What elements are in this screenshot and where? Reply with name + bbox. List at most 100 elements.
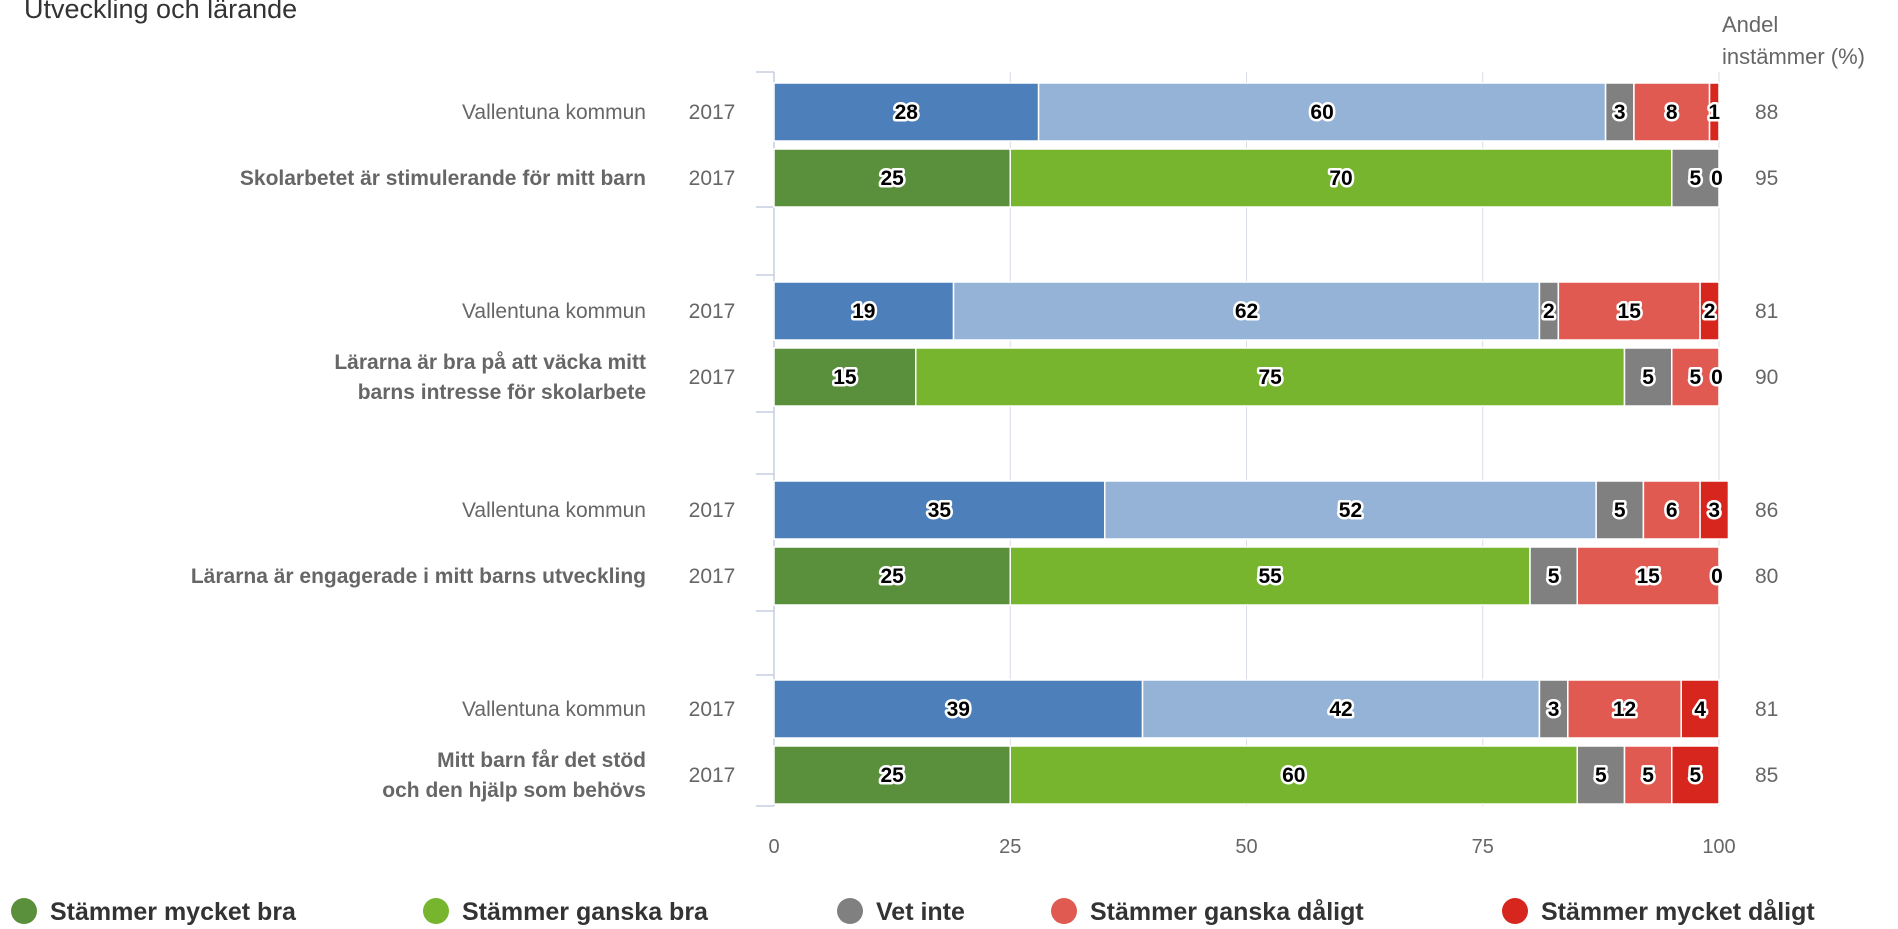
bar-value-label: 2	[1543, 300, 1555, 323]
bar-segment	[773, 347, 917, 407]
row-label-municipality: Vallentuna kommun	[462, 499, 646, 522]
bar-value-label: 25	[880, 764, 904, 787]
question-label: Lärarna är engagerade i mitt barns utvec…	[191, 565, 646, 588]
bar-value-label: 8	[1666, 101, 1678, 124]
bar-segment	[1141, 679, 1541, 739]
legend-marker-icon	[11, 898, 37, 924]
bar-value-label: 15	[833, 366, 857, 389]
bar-segment	[1009, 148, 1673, 208]
bar-segment	[773, 745, 1011, 805]
bar-value-label: 5	[1548, 565, 1560, 588]
share-header-line-1: Andel	[1722, 12, 1778, 37]
bar-value-label: 0	[1711, 167, 1723, 190]
bar-value-label: 25	[880, 167, 904, 190]
row-label-municipality: Vallentuna kommun	[462, 300, 646, 323]
x-tick-label: 25	[999, 836, 1021, 858]
bar-segment	[1671, 745, 1720, 805]
question-label: Mitt barn får det stöd och den hjälp som …	[382, 749, 646, 802]
legend-marker-icon	[423, 898, 449, 924]
legend-label: Stämmer mycket dåligt	[1541, 898, 1815, 926]
x-tick-label: 100	[1702, 836, 1735, 858]
legend-item[interactable]: Stämmer mycket bra	[11, 898, 297, 926]
bar-segment	[1037, 82, 1607, 142]
legend-marker-icon	[837, 898, 863, 924]
bar-segment	[1604, 82, 1635, 142]
bar-segment	[1104, 480, 1597, 540]
year-label: 2017	[689, 300, 736, 323]
bar-value-label: 0	[1711, 565, 1723, 588]
bar-value-label: 12	[1613, 698, 1636, 721]
bar-segment	[1623, 347, 1673, 407]
bar-segment	[773, 480, 1106, 540]
bar-value-label: 5	[1642, 366, 1654, 389]
bar-value-label: 5	[1642, 764, 1654, 787]
bar-segment	[952, 281, 1541, 341]
year-label: 2017	[689, 565, 736, 588]
bar-value-label: 55	[1258, 565, 1282, 588]
year-label: 2017	[689, 764, 736, 787]
question-label-line: Lärarna är engagerade i mitt barns utvec…	[191, 565, 646, 588]
legend-label: Vet inte	[876, 898, 965, 926]
legend-item[interactable]: Stämmer ganska dåligt	[1051, 898, 1364, 926]
bar-value-label: 5	[1690, 167, 1702, 190]
share-value: 95	[1755, 167, 1778, 190]
question-label-line: Mitt barn får det stöd	[437, 749, 646, 772]
bar-value-label: 3	[1548, 698, 1560, 721]
bar-segment	[1633, 82, 1711, 142]
question-label: Skolarbetet är stimulerande för mitt bar…	[240, 167, 646, 190]
row-labels: 2017 88 Vallentuna kommun 2017 95 Skolarbetet…	[191, 101, 1779, 802]
x-tick-label: 75	[1472, 836, 1494, 858]
bar-segment	[773, 148, 1011, 208]
row-label-municipality: Vallentuna kommun	[462, 101, 646, 124]
bar-value-label: 52	[1339, 499, 1362, 522]
share-header: Andel instämmer (%)	[1722, 12, 1865, 69]
year-label: 2017	[689, 499, 736, 522]
bar-value-label: 60	[1310, 101, 1333, 124]
bar-value-label: 35	[928, 499, 952, 522]
bar-value-label: 39	[947, 698, 970, 721]
x-axis-ticks: 0 25 50 75 100	[768, 836, 1735, 858]
bar-segment	[1680, 679, 1720, 739]
share-value: 85	[1755, 764, 1778, 787]
legend-item[interactable]: Vet inte	[837, 898, 965, 926]
bar-value-label: 1	[1708, 101, 1720, 124]
bar-value-label: 6	[1666, 499, 1678, 522]
question-label-line: Lärarna är bra på att väcka mitt	[334, 351, 646, 374]
bar-value-label: 5	[1690, 764, 1702, 787]
share-value: 90	[1755, 366, 1778, 389]
bar-segment	[773, 82, 1040, 142]
bar-value-label: 3	[1614, 101, 1626, 124]
share-value: 88	[1755, 101, 1778, 124]
bar-segment	[1576, 745, 1626, 805]
bar-segment	[773, 679, 1144, 739]
share-value: 81	[1755, 698, 1778, 721]
year-label: 2017	[689, 698, 736, 721]
legend-label: Stämmer ganska bra	[462, 898, 709, 926]
bar-value-label: 75	[1258, 366, 1282, 389]
share-value: 81	[1755, 300, 1778, 323]
row-label-municipality: Vallentuna kommun	[462, 698, 646, 721]
bar-segment	[1699, 480, 1730, 540]
bar-segment	[1576, 546, 1720, 606]
question-label-line: Skolarbetet är stimulerande för mitt bar…	[240, 167, 646, 190]
legend[interactable]: Stämmer mycket bra Stämmer ganska bra Vet …	[11, 898, 1815, 926]
year-label: 2017	[689, 167, 736, 190]
bar-segment	[1708, 82, 1720, 142]
legend-marker-icon	[1502, 898, 1528, 924]
bar-value-label: 2	[1704, 300, 1716, 323]
bar-value-label: 28	[895, 101, 919, 124]
bar-value-label: 19	[852, 300, 875, 323]
bar-value-label: 4	[1694, 698, 1706, 721]
legend-item[interactable]: Stämmer ganska bra	[423, 898, 709, 926]
legend-item[interactable]: Stämmer mycket dåligt	[1502, 898, 1815, 926]
legend-label: Stämmer mycket bra	[50, 898, 297, 926]
bar-value-label: 5	[1690, 366, 1702, 389]
bar-value-label: 42	[1329, 698, 1352, 721]
bar-value-label: 62	[1235, 300, 1258, 323]
bar-segment	[1699, 281, 1720, 341]
bar-value-label: 25	[880, 565, 904, 588]
bars: 28 60 3 8 125 70 5 019 62 2 15 215 75 5 5 035 52 5 6 325 55 5…	[773, 82, 1730, 805]
bar-value-label: 5	[1614, 499, 1626, 522]
bar-value-label: 3	[1708, 499, 1720, 522]
